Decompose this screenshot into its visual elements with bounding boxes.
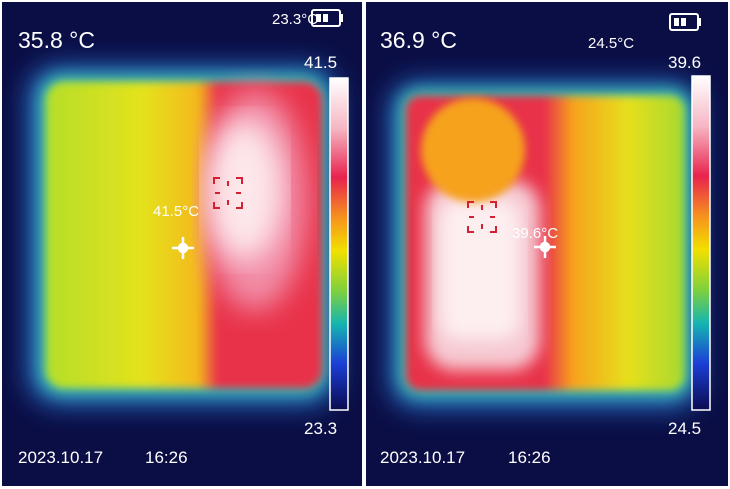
crosshair xyxy=(172,237,194,259)
hotspot-label: 41.5°C xyxy=(153,203,199,220)
scale-min: 23.3 xyxy=(304,419,337,438)
thermal-panel: 39.6°C 39.6 24.5 36.9 °C 24.5°C 2023.10.… xyxy=(366,2,728,486)
battery-icon xyxy=(669,13,701,31)
color-scale xyxy=(691,75,711,411)
hot-core xyxy=(440,200,520,340)
ambient-temp: 24.5°C xyxy=(588,35,634,52)
ambient-temp: 23.3°C xyxy=(272,11,318,28)
center-temp: 35.8 °C xyxy=(18,27,95,53)
time: 16:26 xyxy=(508,448,551,467)
thermal-panel: 41.5°C 41.5 23.3 35.8 °C 23.3°C 2023.10.… xyxy=(2,2,362,486)
crosshair xyxy=(534,236,556,258)
date: 2023.10.17 xyxy=(380,448,465,467)
color-scale xyxy=(329,77,349,411)
scale-max: 41.5 xyxy=(304,53,337,72)
battery-icon xyxy=(311,9,343,27)
time: 16:26 xyxy=(145,448,188,467)
center-temp: 36.9 °C xyxy=(380,27,457,53)
date: 2023.10.17 xyxy=(18,448,103,467)
scale-min: 24.5 xyxy=(668,419,701,438)
scale-max: 39.6 xyxy=(668,53,701,72)
target-bracket xyxy=(467,201,497,233)
warm-disc xyxy=(421,98,525,202)
hot-core xyxy=(207,120,283,260)
target-bracket xyxy=(213,177,243,209)
hotspot-label: 39.6°C xyxy=(512,225,558,242)
